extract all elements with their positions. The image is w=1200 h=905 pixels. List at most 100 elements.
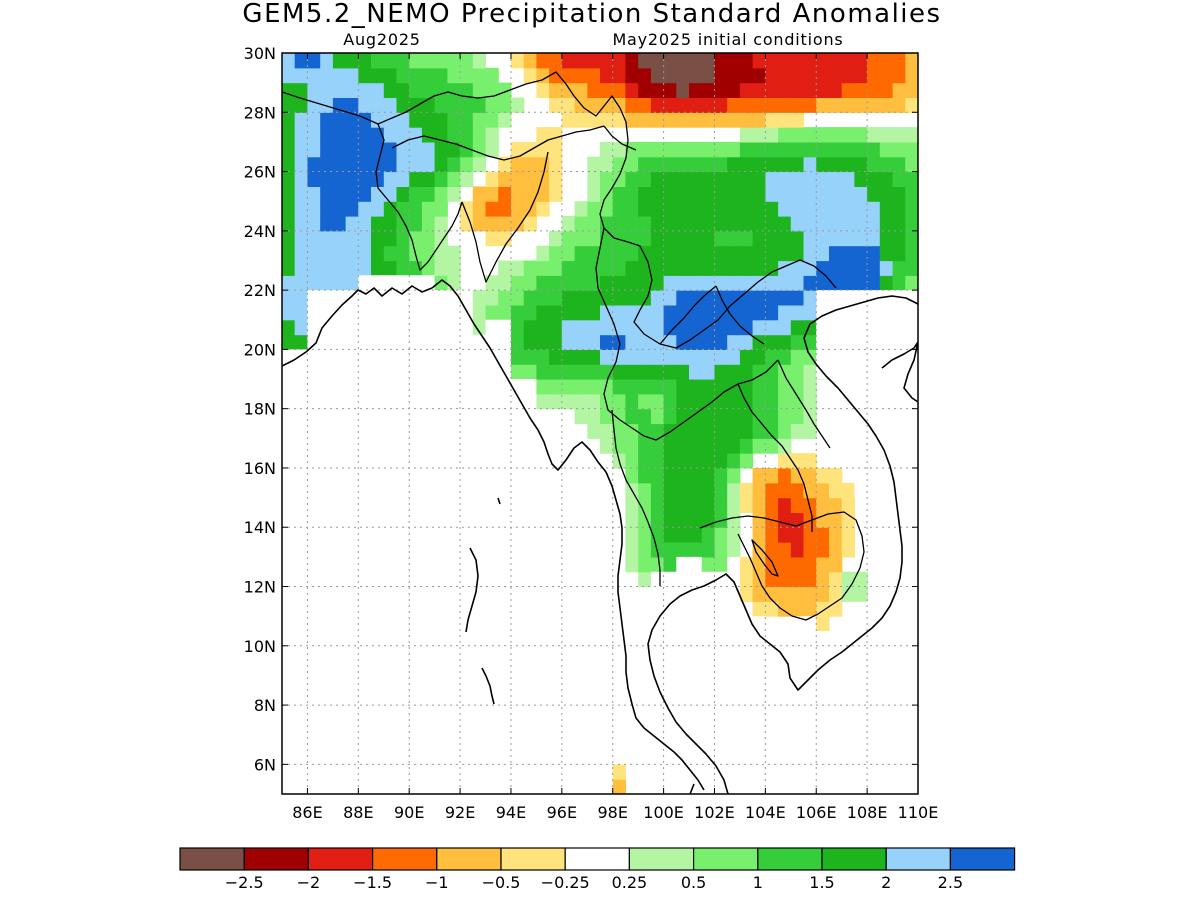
anomaly-cell xyxy=(625,290,639,306)
anomaly-cell xyxy=(689,497,703,513)
anomaly-cell xyxy=(396,186,410,202)
anomaly-cell xyxy=(294,141,308,158)
anomaly-cell xyxy=(320,82,334,98)
anomaly-cell xyxy=(371,216,385,232)
anomaly-cell xyxy=(447,112,461,128)
anomaly-cell xyxy=(536,53,550,69)
anomaly-cell xyxy=(752,364,766,380)
anomaly-cell xyxy=(650,171,665,187)
anomaly-cell xyxy=(854,97,868,113)
island-coast xyxy=(465,547,479,633)
anomaly-cell xyxy=(676,53,690,69)
anomaly-cell xyxy=(358,230,372,247)
anomaly-cell xyxy=(676,230,690,247)
anomaly-cell xyxy=(587,67,601,84)
anomaly-cell xyxy=(485,186,499,202)
anomaly-cell xyxy=(612,171,626,187)
anomaly-cell xyxy=(765,141,779,158)
legend-swatch xyxy=(628,847,695,871)
anomaly-cell xyxy=(625,245,639,262)
anomaly-cell xyxy=(689,112,703,128)
anomaly-cell xyxy=(612,304,626,321)
anomaly-cell xyxy=(689,393,703,410)
anomaly-cell xyxy=(765,319,779,336)
anomaly-cell xyxy=(676,379,690,395)
anomaly-cell xyxy=(739,245,754,262)
anomaly-cell xyxy=(714,141,728,158)
anomaly-cell xyxy=(778,364,792,380)
anomaly-cell xyxy=(638,230,652,247)
anomaly-cell xyxy=(816,260,830,276)
anomaly-cell xyxy=(396,171,410,187)
anomaly-cell xyxy=(816,97,830,113)
anomaly-cell xyxy=(650,290,665,306)
anomaly-cell xyxy=(663,497,677,513)
anomaly-cell xyxy=(663,304,677,321)
anomaly-cell xyxy=(625,438,639,454)
anomaly-cell xyxy=(536,393,550,410)
anomaly-cell xyxy=(434,127,448,143)
anomaly-cell xyxy=(358,245,372,262)
anomaly-cell xyxy=(790,216,805,232)
anomaly-cell xyxy=(638,304,652,321)
anomaly-cell xyxy=(676,423,690,439)
anomaly-cell xyxy=(650,245,665,262)
anomaly-cell xyxy=(663,97,677,113)
anomaly-cell xyxy=(472,290,487,306)
anomaly-cell xyxy=(739,112,754,128)
anomaly-cell xyxy=(650,482,665,499)
anomaly-cell xyxy=(689,216,703,232)
anomaly-cell xyxy=(829,245,843,262)
anomaly-cell xyxy=(765,201,779,217)
anomaly-cell xyxy=(523,260,537,276)
anomaly-cell xyxy=(892,141,906,158)
anomaly-cell xyxy=(358,171,372,187)
anomaly-cell xyxy=(765,97,779,113)
anomaly-cell xyxy=(701,468,716,484)
anomaly-cell xyxy=(650,497,665,513)
anomaly-cell xyxy=(612,245,626,262)
anomaly-cell xyxy=(396,141,410,158)
anomaly-cell xyxy=(561,245,576,262)
anomaly-cell xyxy=(689,453,703,469)
anomaly-cell xyxy=(332,171,347,187)
anomaly-cell xyxy=(536,245,550,262)
anomaly-cell xyxy=(600,97,614,113)
anomaly-cell xyxy=(727,97,741,113)
anomaly-cell xyxy=(485,216,499,232)
anomaly-cell xyxy=(790,527,805,543)
anomaly-cell xyxy=(752,304,766,321)
anomaly-cell xyxy=(663,186,677,202)
anomaly-cell xyxy=(752,319,766,336)
anomaly-cell xyxy=(638,245,652,262)
anomaly-cell xyxy=(625,349,639,365)
anomaly-cell xyxy=(829,67,843,84)
anomaly-cell xyxy=(371,53,385,69)
anomaly-cell xyxy=(905,201,918,217)
map-frame xyxy=(281,52,919,795)
anomaly-cell xyxy=(765,349,779,365)
anomaly-cell xyxy=(829,53,843,69)
anomaly-cell xyxy=(447,53,461,69)
anomaly-cell xyxy=(790,201,805,217)
anomaly-cell xyxy=(676,497,690,513)
anomaly-cell xyxy=(383,53,398,69)
anomaly-cell xyxy=(790,542,805,558)
anomaly-cell xyxy=(383,230,398,247)
anomaly-cell xyxy=(650,379,665,395)
anomaly-cell xyxy=(511,260,525,276)
anomaly-cell xyxy=(905,230,918,247)
anomaly-cell xyxy=(638,53,652,69)
anomaly-cell xyxy=(752,97,766,113)
anomaly-cell xyxy=(498,216,512,232)
color-legend: −2.5 −2 −1.5 −1 −0.5 −0.25 0.25 0.5 1 1.5 2 2.5 xyxy=(179,847,1016,892)
anomaly-cell xyxy=(739,423,754,439)
anomaly-cell xyxy=(727,216,741,232)
anomaly-cell xyxy=(714,201,728,217)
anomaly-cell xyxy=(714,438,728,454)
anomaly-cell xyxy=(485,290,499,306)
anomaly-cell xyxy=(778,468,792,484)
anomaly-cell xyxy=(752,586,766,602)
anomaly-cell xyxy=(778,379,792,395)
anomaly-cell xyxy=(841,542,855,558)
